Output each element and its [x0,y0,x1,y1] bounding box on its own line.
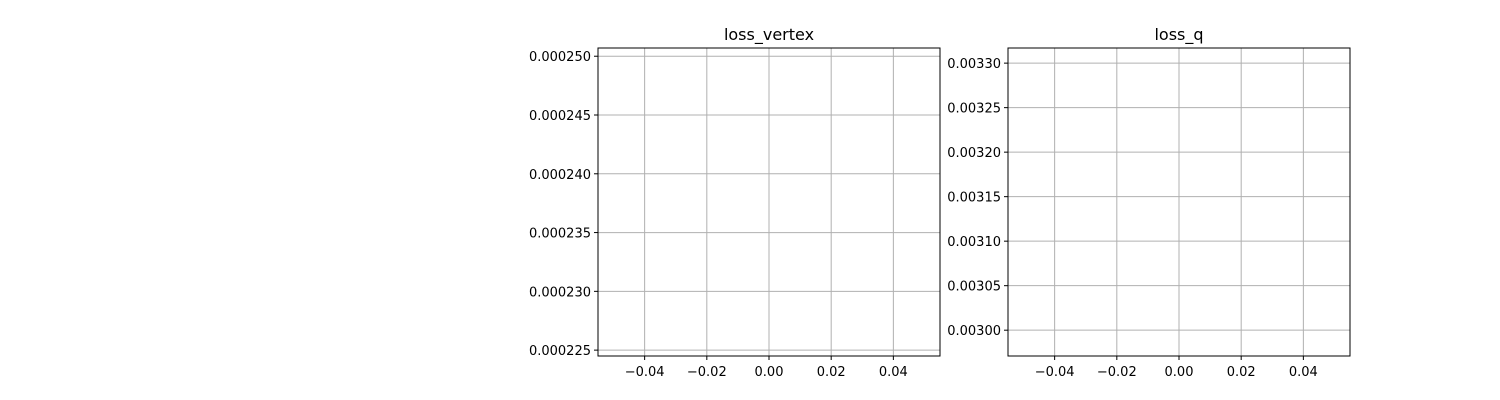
loss-q-y-tick-label: 0.00320 [947,146,1001,161]
loss-vertex-x-tick-label: −0.02 [687,365,727,380]
loss-vertex-title: loss_vertex [724,25,814,45]
loss-q-y-tick-label: 0.00310 [947,235,1001,250]
loss-q-y-tick-label: 0.00305 [947,280,1001,295]
loss-vertex-x-tick-label: 0.00 [755,365,784,380]
loss-q-x-tick-label: −0.04 [1035,365,1075,380]
loss-q-y-tick-label: 0.00300 [947,324,1001,339]
loss-vertex-x-tick-label: 0.02 [817,365,846,380]
loss-vertex-y-tick-label: 0.000235 [529,227,591,242]
loss-vertex-y-tick-label: 0.000245 [529,109,591,124]
loss-vertex-y-tick-label: 0.000225 [529,344,591,359]
loss-q-x-tick-label: 0.00 [1165,365,1194,380]
loss-vertex-y-tick-label: 0.000240 [529,168,591,183]
loss-q-x-tick-label: −0.02 [1097,365,1137,380]
loss-vertex-panel: loss_vertex −0.04 −0.02 0.00 0.02 0.04 0.0002… [529,25,941,380]
loss-q-y-tick-label: 0.00315 [947,191,1001,206]
loss-q-y-tick-label: 0.00330 [947,57,1001,72]
loss-q-y-tick-label: 0.00325 [947,102,1001,117]
loss-q-panel: loss_q −0.04 −0.02 0.00 0.02 0.04 0.00300 0.00… [947,25,1351,380]
loss-vertex-y-tick-label: 0.000230 [529,285,591,300]
loss-q-x-tick-label: 0.04 [1289,365,1318,380]
loss-vertex-y-tick-label: 0.000250 [529,50,591,65]
loss-vertex-x-tick-label: −0.04 [625,365,665,380]
loss-q-title: loss_q [1154,25,1203,45]
loss-vertex-x-tick-label: 0.04 [879,365,908,380]
loss-q-x-tick-label: 0.02 [1227,365,1256,380]
